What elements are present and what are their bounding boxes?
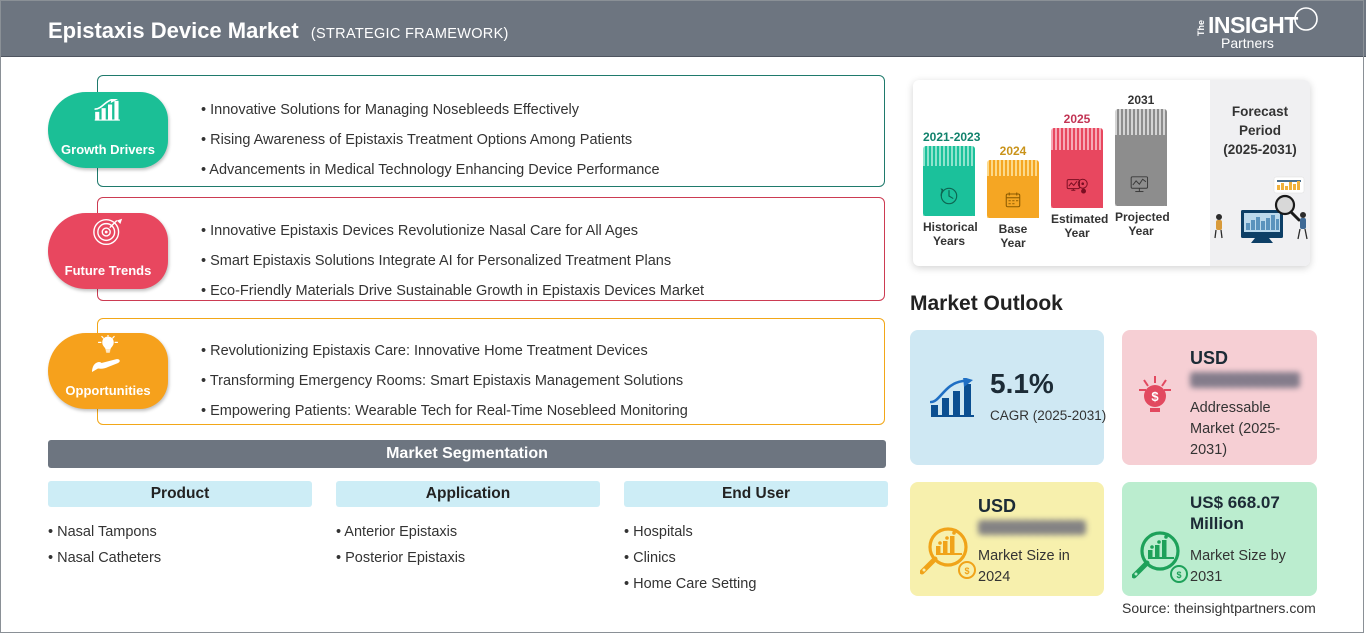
svg-text:The: The — [1196, 20, 1206, 36]
svg-text:$: $ — [1151, 389, 1159, 404]
svg-text:$: $ — [1176, 570, 1181, 580]
svg-text:$: $ — [964, 566, 969, 576]
svg-text:Partners: Partners — [1221, 35, 1274, 51]
